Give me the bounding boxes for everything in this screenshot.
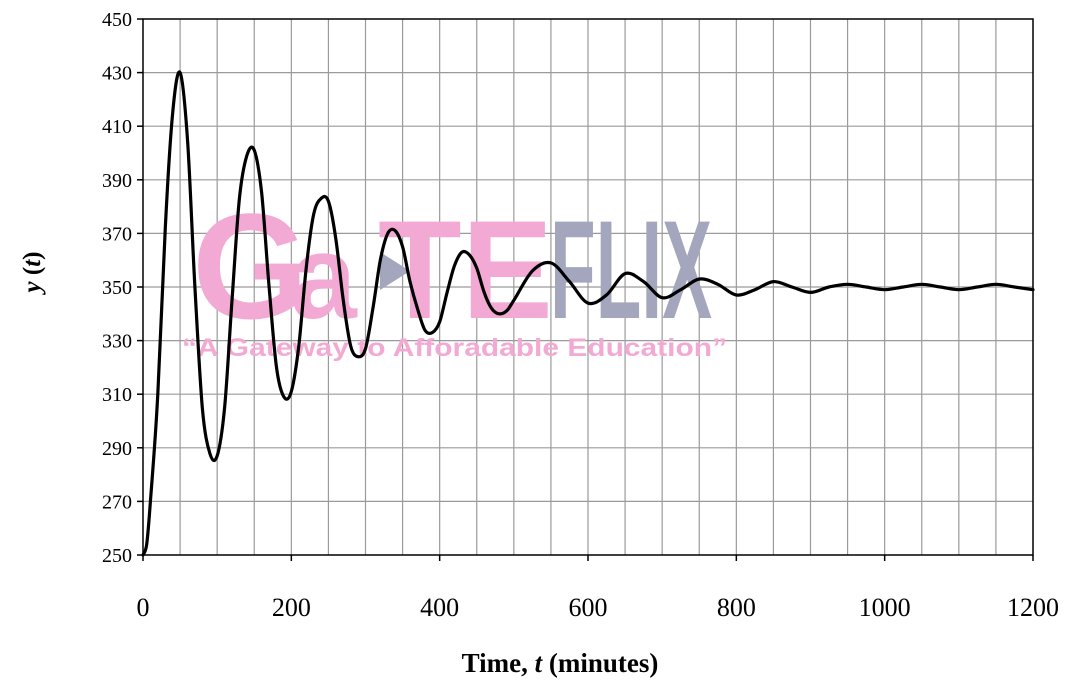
y-tick-label: 370 [102,223,132,245]
play-icon [380,252,410,290]
y-axis-title: y (t) [19,252,46,296]
y-tick-label: 430 [102,63,132,85]
x-axis-title: Time, t (minutes) [462,648,659,678]
y-axis-ticks: 250 270 290 310 330 350 370 390 410 430 450 [102,9,143,567]
watermark-tagline: “A Gateway to Afforadable Education” [182,334,727,362]
y-tick-label: 390 [102,170,132,192]
x-tick-label: 600 [569,593,608,622]
x-tick-label: 0 [137,593,150,622]
y-tick-label: 330 [102,331,132,353]
watermark-letters-flix: FLIX [550,191,712,348]
x-tick-label: 1200 [1007,593,1059,622]
watermark-letters-te: TE [378,191,553,348]
x-tick-label: 200 [272,593,311,622]
watermark-letter-g: G [192,182,309,350]
y-tick-label: 290 [102,438,132,460]
x-axis-ticks: 0 200 400 600 800 1000 1200 [137,555,1059,622]
x-tick-label: 1000 [859,593,911,622]
x-tick-label: 400 [420,593,459,622]
grid-lines [143,19,1033,555]
y-tick-label: 250 [102,545,132,567]
series-line-y-of-t [141,70,1035,557]
y-tick-label: 270 [102,491,132,513]
x-tick-label: 800 [717,593,756,622]
y-tick-label: 350 [102,277,132,299]
y-tick-label: 450 [102,9,132,31]
y-tick-label: 310 [102,384,132,406]
y-tick-label: 410 [102,116,132,138]
